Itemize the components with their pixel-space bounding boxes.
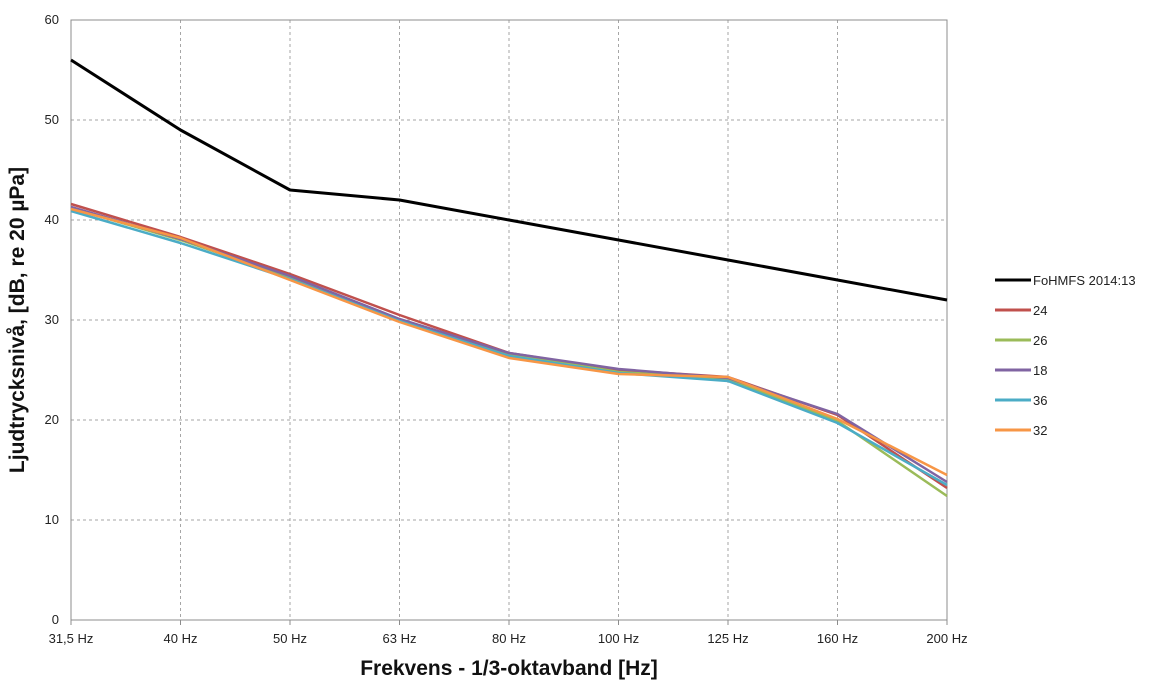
- x-tick-label: 31,5 Hz: [49, 631, 94, 646]
- legend-label: 26: [1033, 333, 1047, 348]
- legend-label: 18: [1033, 363, 1047, 378]
- x-tick-label: 160 Hz: [817, 631, 858, 646]
- legend-item: 18: [995, 363, 1047, 378]
- y-tick-label: 60: [45, 12, 59, 27]
- y-tick-label: 50: [45, 112, 59, 127]
- gridlines: [71, 19, 948, 620]
- y-tick-label: 0: [52, 612, 59, 627]
- legend-label: 32: [1033, 423, 1047, 438]
- x-tick-label: 50 Hz: [273, 631, 307, 646]
- series-lines: [70, 58, 948, 498]
- series-line: [70, 209, 948, 487]
- x-tick-label: 200 Hz: [926, 631, 967, 646]
- legend-item: 36: [995, 393, 1047, 408]
- y-tick-label: 10: [45, 512, 59, 527]
- legend-label: 36: [1033, 393, 1047, 408]
- y-axis-title: Ljudtrycksnivå, [dB, re 20 µPa]: [6, 167, 29, 473]
- x-tick-label: 100 Hz: [598, 631, 639, 646]
- x-tick-label: 80 Hz: [492, 631, 526, 646]
- y-axis-ticks: 0 10 20 30 40 50 60: [45, 12, 59, 627]
- legend-item: 26: [995, 333, 1047, 348]
- x-tick-label: 40 Hz: [164, 631, 198, 646]
- y-tick-label: 40: [45, 212, 59, 227]
- legend-item: 32: [995, 423, 1047, 438]
- y-tick-label: 30: [45, 312, 59, 327]
- legend: FoHMFS 2014:13 24 26 18 36 32: [995, 273, 1136, 438]
- x-tick-label: 63 Hz: [383, 631, 417, 646]
- legend-label: 24: [1033, 303, 1047, 318]
- x-axis-title: Frekvens - 1/3-oktavband [Hz]: [360, 657, 658, 680]
- legend-label: FoHMFS 2014:13: [1033, 273, 1136, 288]
- x-axis-ticks: 31,5 Hz 40 Hz 50 Hz 63 Hz 80 Hz 100 Hz 125 Hz 1…: [49, 620, 968, 646]
- y-tick-label: 20: [45, 412, 59, 427]
- legend-item: FoHMFS 2014:13: [995, 273, 1136, 288]
- x-tick-label: 125 Hz: [707, 631, 748, 646]
- legend-item: 24: [995, 303, 1047, 318]
- series-line: [70, 58, 948, 302]
- series-line: [70, 207, 948, 477]
